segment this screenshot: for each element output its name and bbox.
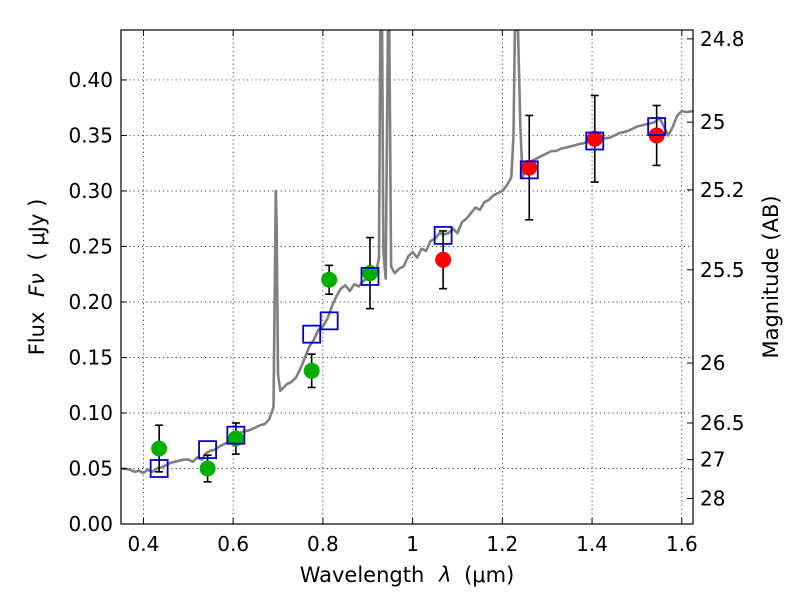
- x-axis-label: Wavelength λ (μm): [300, 563, 515, 587]
- y2-tick-label: 26: [700, 351, 725, 375]
- green-data-point: [321, 271, 338, 288]
- x-tick-label: 0.8: [307, 532, 339, 556]
- model-band-square: [149, 459, 169, 478]
- model-spectrum-line: [121, 30, 693, 475]
- y-tick-label: 0.20: [68, 290, 113, 314]
- y2-tick-label: 24.8: [700, 27, 745, 51]
- red-data-point: [435, 251, 452, 268]
- x-tick-label: 1.6: [666, 532, 698, 556]
- green-data-point: [303, 362, 320, 379]
- y-tick-label: 0.10: [68, 401, 113, 425]
- y-tick-label: 0.00: [68, 512, 113, 536]
- x-tick-label: 1.2: [486, 532, 518, 556]
- y2-tick-label: 25.5: [700, 258, 745, 282]
- x-tick-label: 0.6: [217, 532, 249, 556]
- y-axis-label-text: Flux: [25, 312, 49, 356]
- x-axis-label-unit: (μm): [464, 563, 514, 587]
- green-data-point: [199, 460, 216, 477]
- green-data-point: [361, 265, 378, 282]
- y2-tick-label: 27: [700, 448, 725, 472]
- model-band-square: [198, 440, 217, 460]
- y-tick-label: 0.05: [68, 456, 113, 480]
- x-tick-label: 1: [406, 532, 419, 556]
- y-axis-label-symbol: Fν: [25, 273, 49, 297]
- x-axis-label-symbol: λ: [438, 563, 451, 587]
- red-data-point: [586, 130, 603, 147]
- y-tick-label: 0.25: [68, 234, 113, 258]
- y-tick-label: 0.30: [68, 179, 113, 203]
- green-data-point: [227, 430, 244, 447]
- y-tick-label: 0.40: [68, 68, 113, 92]
- y2-tick-label: 26.5: [700, 411, 745, 435]
- grid-layer: [121, 30, 693, 525]
- model-band-square: [302, 324, 322, 344]
- y-tick-label: 0.35: [68, 123, 113, 147]
- y2-axis-label: Magnitude (AB): [759, 195, 783, 358]
- y2-tick-label: 25.2: [700, 178, 745, 202]
- model-band-square: [519, 160, 539, 180]
- y-axis-label-unit: ( μJy ): [25, 199, 49, 261]
- y2-tick-label: 28: [700, 486, 725, 510]
- y-tick-label: 0.15: [68, 345, 113, 369]
- model-band-square: [319, 311, 339, 331]
- model-band-square: [647, 117, 667, 136]
- y-axis-label: Flux Fν ( μJy ): [25, 199, 49, 356]
- x-tick-label: 0.4: [128, 532, 160, 556]
- plot-layer: [121, 30, 693, 483]
- model-band-square: [360, 267, 380, 286]
- y2-tick-label: 25: [700, 110, 725, 134]
- green-data-point: [151, 440, 168, 457]
- x-tick-label: 1.4: [576, 532, 608, 556]
- red-data-point: [521, 159, 538, 176]
- plot-frame: [120, 29, 694, 525]
- tick-layer: 0.4 0.6 0.8 1 1.2 1.4 1.6 0.00 0.05 0.10 0.15 0.20 0…: [68, 27, 744, 556]
- model-band-square: [433, 225, 453, 245]
- model-band-square: [585, 131, 605, 151]
- x-axis-label-text: Wavelength: [300, 563, 425, 587]
- model-band-square: [226, 425, 246, 445]
